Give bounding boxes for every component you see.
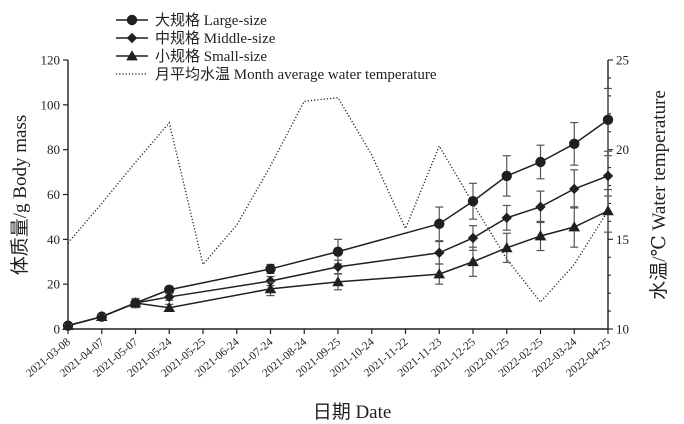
- legend-label: 大规格 Large-size: [155, 12, 267, 29]
- marker-circle: [602, 114, 614, 126]
- legend-item: 大规格 Large-size: [116, 12, 267, 29]
- legend-label: 小规格 Small-size: [155, 48, 267, 65]
- marker-diamond: [265, 275, 276, 287]
- marker-triangle: [433, 268, 446, 279]
- marker-circle: [569, 138, 580, 150]
- marker-triangle: [602, 205, 614, 216]
- marker-triangle: [264, 283, 277, 294]
- marker-circle: [126, 14, 138, 26]
- marker-triangle: [467, 255, 479, 267]
- legend-item: 小规格 Small-size: [116, 48, 267, 65]
- y-tick-label: 20: [47, 277, 60, 292]
- y-tick-label: 100: [41, 97, 61, 112]
- marker-circle: [332, 246, 344, 257]
- temperature-line: [67, 96, 609, 304]
- marker-circle: [265, 263, 276, 275]
- y-tick-label: 60: [47, 187, 60, 202]
- marker-triangle: [332, 276, 344, 287]
- y-tick-label: 0: [54, 322, 61, 337]
- legend-item: 月平均水温 Month average water temperature: [116, 66, 437, 83]
- marker-triangle: [568, 221, 581, 232]
- y2-tick-label: 20: [616, 142, 629, 157]
- y-axis-title: 体质量/g Body mass: [9, 115, 31, 275]
- series-line: [67, 119, 609, 327]
- y-tick-label: 40: [47, 232, 60, 247]
- marker-triangle: [95, 310, 108, 322]
- marker-triangle: [129, 297, 142, 308]
- marker-diamond: [569, 183, 580, 195]
- marker-triangle: [163, 301, 176, 313]
- marker-diamond: [602, 170, 614, 182]
- series-small: [62, 188, 614, 330]
- temperature-series: [67, 96, 609, 304]
- marker-triangle: [534, 230, 547, 241]
- marker-triangle: [500, 242, 513, 253]
- legend-label: 中规格 Middle-size: [155, 30, 276, 47]
- marker-circle: [164, 284, 175, 295]
- y2-tick-label: 10: [616, 322, 629, 337]
- y2-tick-label: 15: [616, 232, 629, 247]
- y2-tick-label: 25: [616, 53, 629, 68]
- series-line: [67, 210, 609, 327]
- marker-diamond: [332, 261, 344, 273]
- x-axis-title: 日期 Date: [313, 401, 392, 423]
- y2-axis-title: 水温/℃ Water temperature: [648, 90, 670, 300]
- marker-triangle: [126, 50, 138, 61]
- marker-circle: [501, 170, 512, 182]
- marker-diamond: [501, 212, 512, 224]
- mass-series: [62, 87, 614, 331]
- legend-label: 月平均水温 Month average water temperature: [155, 66, 437, 83]
- marker-circle: [535, 156, 546, 168]
- marker-diamond: [434, 247, 445, 258]
- marker-circle: [467, 196, 479, 207]
- marker-triangle: [62, 319, 74, 330]
- marker-diamond: [467, 232, 479, 244]
- marker-diamond: [164, 291, 175, 303]
- marker-diamond: [126, 32, 138, 44]
- y-tick-label: 80: [47, 142, 60, 157]
- legend-item: 中规格 Middle-size: [116, 30, 276, 47]
- marker-diamond: [535, 201, 546, 213]
- axes: 020406080100120101520252021-03-082021-04…: [24, 53, 629, 380]
- marker-circle: [434, 218, 445, 230]
- y-tick-label: 120: [41, 53, 61, 68]
